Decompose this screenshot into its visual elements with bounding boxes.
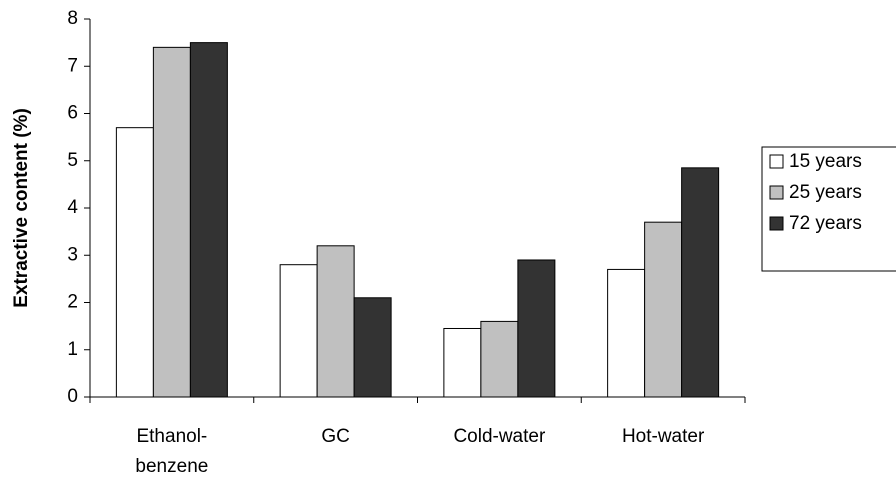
x-tick-label: Ethanol-benzene xyxy=(135,426,208,477)
y-tick-label: 1 xyxy=(67,339,78,360)
bar xyxy=(353,297,392,398)
bar xyxy=(316,245,355,398)
y-tick-label: 4 xyxy=(67,197,78,218)
legend-box xyxy=(761,146,896,272)
y-tick-label: 7 xyxy=(67,55,78,76)
x-tick-label: GC xyxy=(321,426,350,447)
legend-label: 25 years xyxy=(789,182,862,203)
y-tick-label: 0 xyxy=(67,386,78,407)
legend-swatch xyxy=(769,185,784,200)
bar xyxy=(189,42,228,398)
y-tick-label: 5 xyxy=(67,150,78,171)
y-tick-label: 3 xyxy=(67,244,78,265)
y-tick-label: 8 xyxy=(67,8,78,29)
bar xyxy=(480,320,519,398)
bar xyxy=(152,46,191,398)
bar xyxy=(681,167,720,398)
x-tick-label: Hot-water xyxy=(622,426,705,447)
legend-label: 72 years xyxy=(789,213,862,234)
bar xyxy=(644,221,683,398)
x-tick-label: Cold-water xyxy=(453,426,546,447)
legend-swatch xyxy=(769,154,784,169)
y-tick-label: 6 xyxy=(67,103,78,124)
legend-label: 15 years xyxy=(789,151,862,172)
bar xyxy=(443,327,482,398)
legend-swatch xyxy=(769,216,784,231)
bar xyxy=(517,259,556,398)
y-axis-label: Extractive content (%) xyxy=(11,108,32,308)
bar xyxy=(279,264,318,398)
y-tick-label: 2 xyxy=(67,292,78,313)
bar xyxy=(607,268,646,398)
bar xyxy=(115,127,154,398)
